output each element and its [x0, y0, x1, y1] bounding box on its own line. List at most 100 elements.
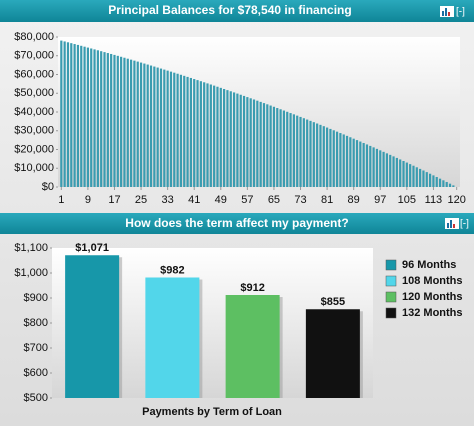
toggle[interactable]: [-]	[460, 219, 469, 230]
legend-swatch	[385, 275, 397, 287]
x-tick-label: 120	[447, 194, 465, 206]
bar	[332, 130, 335, 187]
bar	[65, 255, 120, 398]
value-label: $982	[160, 264, 184, 276]
chart-icon[interactable]	[445, 218, 459, 229]
header-bar	[0, 0, 474, 22]
bar	[345, 135, 349, 187]
bar	[305, 309, 360, 398]
bar	[286, 111, 289, 187]
bar	[213, 85, 216, 187]
header-bar	[0, 213, 474, 234]
bar	[149, 65, 153, 187]
x-tick-label: 25	[135, 194, 147, 206]
bar	[193, 79, 196, 187]
bar	[415, 167, 418, 187]
bar	[372, 147, 375, 187]
x-tick-label: 33	[162, 194, 174, 206]
bar	[412, 165, 415, 187]
y-tick-label: $0	[42, 181, 54, 193]
bar	[229, 91, 232, 187]
value-label: $1,071	[75, 242, 109, 254]
bar	[342, 134, 345, 187]
y-tick-label: $800	[24, 317, 48, 329]
x-axis-label: Payments by Term of Loan	[142, 406, 282, 418]
bar	[432, 175, 435, 187]
bar	[236, 93, 239, 187]
y-tick-label: $70,000	[14, 50, 54, 62]
bar	[173, 72, 176, 187]
bar	[279, 109, 282, 187]
bar	[262, 103, 266, 187]
bar	[395, 157, 398, 187]
bar	[355, 140, 359, 187]
bar	[232, 92, 236, 187]
bar	[110, 53, 113, 187]
y-tick-label: $40,000	[14, 106, 54, 118]
bar	[153, 66, 156, 187]
bar	[309, 120, 312, 187]
bar	[392, 156, 395, 187]
bar	[156, 67, 159, 187]
bar	[143, 63, 146, 187]
bar	[375, 148, 379, 187]
y-tick-label: $80,000	[14, 31, 54, 43]
bar	[216, 86, 219, 187]
y-tick-label: $60,000	[14, 68, 54, 80]
bar	[179, 74, 183, 187]
bar	[80, 45, 83, 187]
x-tick-label: 9	[85, 194, 91, 206]
x-tick-label: 73	[294, 194, 306, 206]
bar	[329, 128, 332, 187]
bar	[242, 95, 246, 187]
bar	[269, 105, 272, 187]
x-tick-label: 49	[215, 194, 227, 206]
legend-label: 120 Months	[402, 291, 463, 303]
bar	[365, 144, 369, 187]
y-tick-label: $700	[24, 342, 48, 354]
bar	[66, 42, 70, 188]
bar	[113, 54, 116, 187]
bar	[159, 68, 163, 187]
bar	[382, 151, 385, 187]
x-tick-label: 97	[374, 194, 386, 206]
legend-label: 108 Months	[402, 275, 463, 287]
toggle[interactable]: [-]	[456, 7, 465, 18]
legend-swatch	[385, 291, 397, 303]
bar	[266, 104, 269, 187]
y-tick-label: $30,000	[14, 125, 54, 137]
bar	[276, 108, 279, 187]
bar	[133, 60, 136, 187]
bar	[312, 122, 315, 187]
y-tick-label: $500	[24, 392, 48, 404]
x-tick-label: 41	[188, 194, 200, 206]
bar	[405, 162, 408, 187]
chart-title: How does the term affect my payment?	[125, 216, 348, 230]
bar	[448, 183, 452, 187]
y-tick-label: $50,000	[14, 87, 54, 99]
bar	[445, 181, 448, 187]
bar	[146, 64, 149, 187]
bar	[362, 142, 365, 187]
bar	[196, 80, 199, 187]
bar	[183, 75, 186, 187]
bar	[399, 159, 402, 187]
bar	[93, 49, 96, 187]
value-label: $912	[240, 282, 264, 294]
legend-swatch	[385, 307, 397, 319]
bar	[206, 83, 209, 187]
chart-icon[interactable]	[440, 6, 454, 17]
bar	[339, 133, 342, 187]
bar	[209, 84, 212, 187]
x-tick-label: 89	[348, 194, 360, 206]
bar	[322, 126, 325, 187]
bar	[289, 113, 292, 187]
bar	[419, 168, 422, 187]
bar	[120, 56, 123, 187]
bar	[349, 137, 352, 187]
bar	[402, 161, 405, 187]
bar	[389, 154, 392, 187]
y-tick-label: $600	[24, 367, 48, 379]
bar	[123, 57, 126, 187]
x-tick-label: 65	[268, 194, 280, 206]
